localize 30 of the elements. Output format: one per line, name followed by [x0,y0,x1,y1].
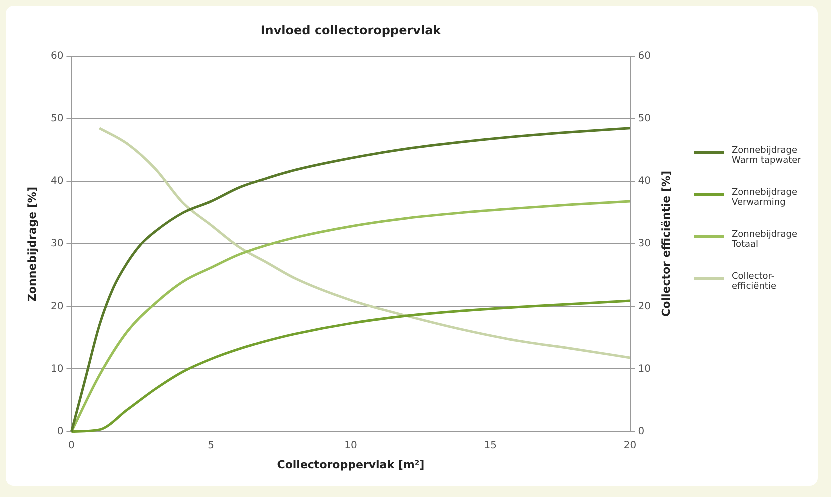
legend-label: Zonnebijdrage Verwarming [732,188,799,208]
y2-tick-label: 50 [638,114,652,125]
line-series [70,127,632,434]
x-tick-label: 20 [624,440,637,452]
y-tick-label: 0 [57,426,64,438]
y-tick-label: 50 [50,114,64,125]
line-series [70,300,632,434]
legend-label: Zonnebijdrage Totaal [732,230,799,250]
y-tick-label: 60 [50,50,64,62]
x-tick-label: 15 [484,440,498,452]
chart-title: Invloed collectoroppervlak [260,23,442,38]
x-tick-label: 5 [208,440,215,452]
x-tick-label: 0 [68,440,75,452]
x-tick-label: 10 [344,440,358,452]
legend-label: Collector-efficiëntie [732,272,778,292]
y-axis-title: Zonnebijdrage [%] [26,186,39,302]
y2-tick-label: 60 [638,50,652,62]
y-tick-label: 30 [50,238,64,250]
y2-axis-title: Collector efficiëntie [%] [660,171,673,318]
y-tick-label: 10 [50,364,64,375]
y-tick-label: 40 [50,176,64,188]
x-axis-title: Collectoroppervlak [m²] [277,458,425,472]
y2-tick-label: 0 [638,426,645,438]
line-series [98,127,632,360]
y2-tick-label: 40 [638,176,652,188]
y2-tick-label: 10 [638,364,652,375]
y-tick-label: 20 [50,301,64,312]
y2-tick-label: 20 [638,301,652,312]
legend-label: Zonnebijdrage Warm tapwater [732,146,802,166]
y2-tick-label: 30 [638,238,652,250]
